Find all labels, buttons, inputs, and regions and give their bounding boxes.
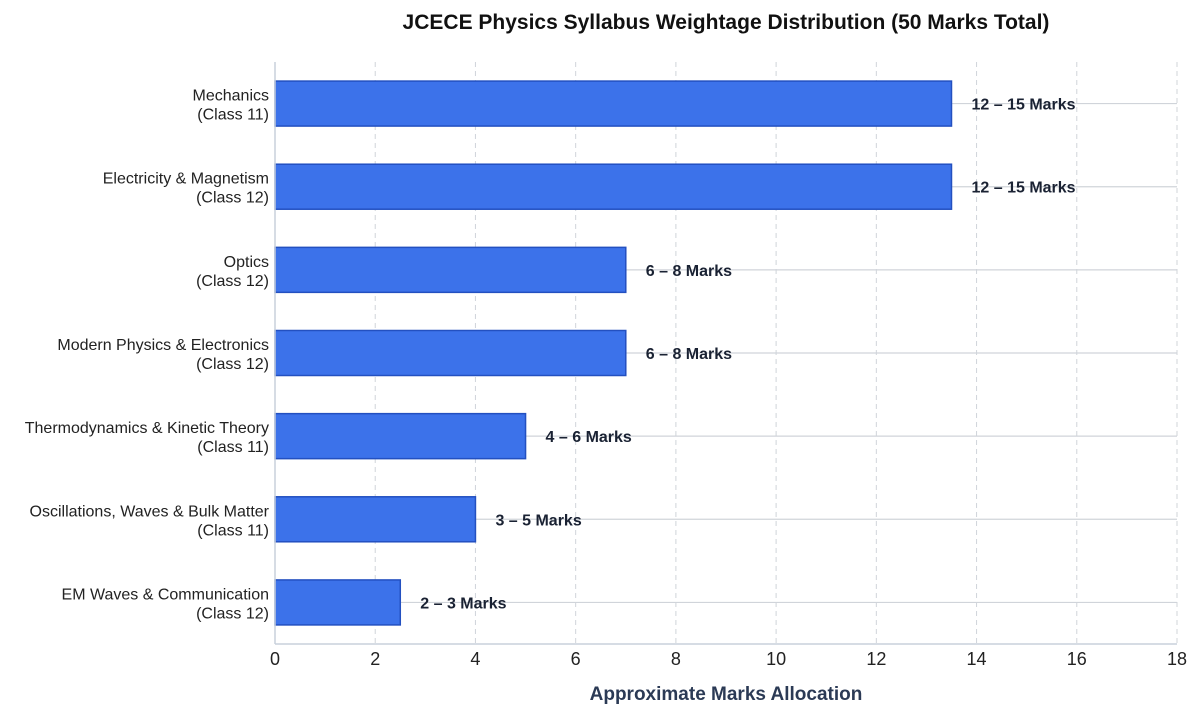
x-tick-label: 8 bbox=[671, 649, 681, 669]
bar bbox=[274, 246, 627, 294]
category-label: Mechanics bbox=[193, 88, 269, 105]
category-class-label: (Class 12) bbox=[196, 190, 269, 207]
category-class-label: (Class 12) bbox=[196, 356, 269, 373]
data-label: 12 – 15 Marks bbox=[972, 97, 1076, 114]
x-tick-label: 2 bbox=[370, 649, 380, 669]
category-label: EM Waves & Communication bbox=[62, 586, 269, 603]
x-axis-label: Approximate Marks Allocation bbox=[590, 684, 863, 705]
data-label: 4 – 6 Marks bbox=[546, 429, 632, 446]
x-tick-label: 16 bbox=[1067, 649, 1087, 669]
x-tick-label: 10 bbox=[766, 649, 786, 669]
x-tick-label: 0 bbox=[270, 649, 280, 669]
category-class-label: (Class 12) bbox=[196, 605, 269, 622]
category-label: Optics bbox=[224, 254, 269, 271]
category-class-label: (Class 11) bbox=[197, 107, 269, 124]
axes: Mechanics (Class 11) Electricity & Magneti… bbox=[25, 62, 1187, 669]
x-tick-label: 6 bbox=[571, 649, 581, 669]
bar bbox=[274, 163, 953, 210]
x-tick-label: 18 bbox=[1167, 649, 1187, 669]
bars: 12 – 15 Marks 12 – 15 Marks 6 – 8 Marks 6 –… bbox=[274, 80, 1076, 626]
data-label: 3 – 5 Marks bbox=[495, 512, 581, 529]
category-label: Electricity & Magnetism bbox=[103, 171, 269, 188]
bar bbox=[274, 579, 402, 626]
category-class-label: (Class 12) bbox=[196, 273, 269, 290]
bar bbox=[274, 412, 527, 460]
category-label: Modern Physics & Electronics bbox=[57, 337, 269, 354]
bar bbox=[274, 80, 953, 127]
data-label: 6 – 8 Marks bbox=[646, 346, 732, 363]
category-label: Thermodynamics & Kinetic Theory bbox=[25, 420, 269, 437]
data-label: 12 – 15 Marks bbox=[972, 180, 1076, 197]
x-tick-label: 12 bbox=[866, 649, 886, 669]
bar bbox=[274, 496, 477, 543]
category-label: Oscillations, Waves & Bulk Matter bbox=[30, 503, 270, 520]
category-class-label: (Class 11) bbox=[197, 439, 269, 456]
x-tick-label: 14 bbox=[967, 649, 987, 669]
data-label: 2 – 3 Marks bbox=[420, 595, 506, 612]
x-tick-label: 4 bbox=[470, 649, 480, 669]
category-class-label: (Class 11) bbox=[197, 522, 269, 539]
bar bbox=[274, 329, 627, 377]
data-label: 6 – 8 Marks bbox=[646, 263, 732, 280]
chart-title: JCECE Physics Syllabus Weightage Distrib… bbox=[403, 11, 1050, 34]
